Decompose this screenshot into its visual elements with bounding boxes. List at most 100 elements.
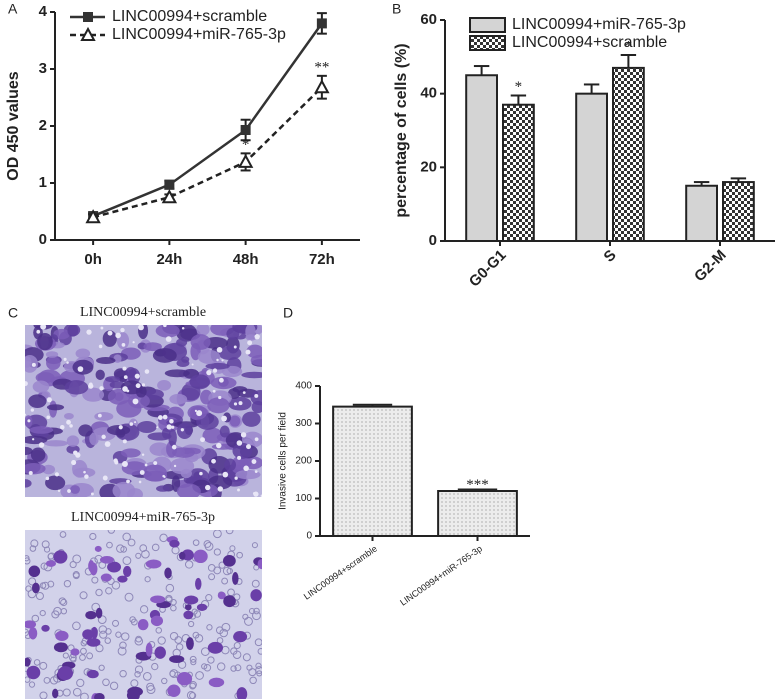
white-spot <box>97 413 102 418</box>
cell-blob <box>169 655 185 663</box>
panel-label: D <box>283 305 293 321</box>
pore <box>201 663 208 670</box>
pore <box>155 627 163 634</box>
x-tick-label: 0h <box>84 251 102 268</box>
pore <box>187 620 195 628</box>
white-spot <box>27 419 31 423</box>
white-spot <box>206 370 212 376</box>
pore <box>86 652 94 660</box>
white-spot <box>69 424 73 428</box>
white-spot <box>245 349 251 355</box>
series-line <box>92 22 323 218</box>
white-spot <box>134 373 140 379</box>
pore <box>203 540 212 548</box>
white-spot <box>199 471 203 476</box>
cell-blob <box>221 365 243 378</box>
white-spot <box>247 340 253 346</box>
white-spot <box>121 343 126 347</box>
cell-blob <box>31 582 40 594</box>
white-spot <box>67 489 71 493</box>
white-spot <box>77 366 84 372</box>
pore <box>213 530 222 539</box>
white-spot <box>138 325 144 331</box>
white-spot <box>251 459 257 464</box>
pore <box>106 541 113 549</box>
pore <box>59 531 67 538</box>
white-spot <box>242 391 246 394</box>
pore <box>213 548 221 556</box>
cell-blob <box>94 545 102 552</box>
pore <box>49 676 59 685</box>
pore <box>120 546 128 553</box>
cell-blob <box>25 620 37 629</box>
cell-blob <box>145 642 153 657</box>
cell-blob <box>37 332 53 351</box>
x-tick-label: LINC00994+scramble <box>302 543 379 601</box>
white-spot <box>237 455 242 460</box>
pore <box>121 632 130 641</box>
white-spot <box>166 424 172 430</box>
pore <box>230 665 237 672</box>
pore <box>207 656 215 664</box>
cell-blob <box>241 431 262 448</box>
pore <box>27 589 37 599</box>
y-axis-label: Invasive cells per field <box>278 412 289 510</box>
pore <box>25 557 31 565</box>
cell-blob <box>217 591 226 600</box>
white-spot <box>25 381 28 387</box>
white-spot <box>66 419 71 425</box>
pore <box>119 641 127 650</box>
legend-swatch <box>469 17 506 33</box>
cell-blob <box>183 595 199 605</box>
cell-blob <box>82 629 94 640</box>
white-spot <box>122 386 128 392</box>
cell-blob <box>86 669 99 679</box>
white-spot <box>138 480 142 484</box>
white-spot <box>233 402 238 406</box>
white-spot <box>218 395 222 400</box>
bar <box>722 181 755 242</box>
pore <box>229 545 236 552</box>
pore <box>95 644 104 653</box>
pore <box>109 681 119 691</box>
white-spot <box>196 410 203 417</box>
pore <box>221 577 229 585</box>
pore <box>205 594 213 602</box>
pore <box>28 681 36 688</box>
y-tick-label: 1 <box>39 174 47 191</box>
white-spot <box>88 382 93 387</box>
cell-blob <box>219 425 230 438</box>
pore <box>79 654 86 661</box>
pore <box>60 598 68 607</box>
cell-blob <box>45 475 66 491</box>
cell-blob <box>107 561 122 573</box>
x-tick-label: S <box>601 247 620 266</box>
white-spot <box>115 332 121 339</box>
white-spot <box>237 488 240 492</box>
white-spot <box>122 366 127 371</box>
cell-blob <box>181 356 190 363</box>
pore <box>29 545 37 552</box>
pore <box>252 611 261 621</box>
cell-blob <box>145 389 164 400</box>
pore <box>161 677 168 685</box>
cell-blob <box>223 595 236 608</box>
pore <box>195 671 204 680</box>
white-spot <box>122 439 127 444</box>
pore <box>184 560 194 569</box>
cell-blob <box>246 344 262 359</box>
cell-blob <box>137 421 157 434</box>
cell-blob <box>94 692 105 699</box>
white-spot <box>36 329 41 334</box>
pore <box>207 564 216 572</box>
cell-blob <box>208 677 225 688</box>
white-spot <box>212 368 218 373</box>
white-spot <box>156 426 159 429</box>
cell-blob <box>155 325 180 338</box>
pore <box>28 577 37 586</box>
cell-blob <box>25 463 46 475</box>
pore <box>72 572 80 580</box>
cell-blob <box>242 411 261 427</box>
cell-blob <box>32 380 50 393</box>
pore <box>242 653 251 662</box>
